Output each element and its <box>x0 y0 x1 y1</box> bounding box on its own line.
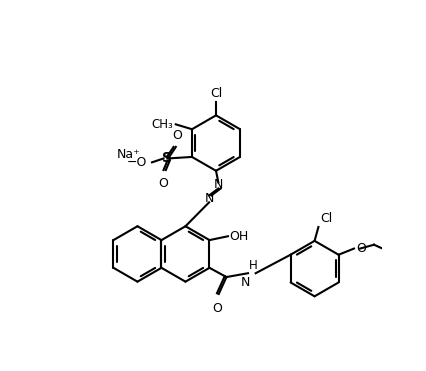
Text: O: O <box>356 242 366 255</box>
Text: N: N <box>213 178 223 191</box>
Text: CH₃: CH₃ <box>152 118 173 131</box>
Text: O: O <box>212 302 222 315</box>
Text: Cl: Cl <box>210 87 222 100</box>
Text: O: O <box>158 177 168 190</box>
Text: N: N <box>204 192 214 205</box>
Text: −O: −O <box>127 156 147 169</box>
Text: N: N <box>241 276 250 289</box>
Text: OH: OH <box>230 230 249 243</box>
Text: Cl: Cl <box>320 213 332 226</box>
Text: S: S <box>162 151 173 165</box>
Text: O: O <box>173 128 182 142</box>
Text: Na⁺: Na⁺ <box>117 148 141 161</box>
Text: H: H <box>249 259 257 272</box>
